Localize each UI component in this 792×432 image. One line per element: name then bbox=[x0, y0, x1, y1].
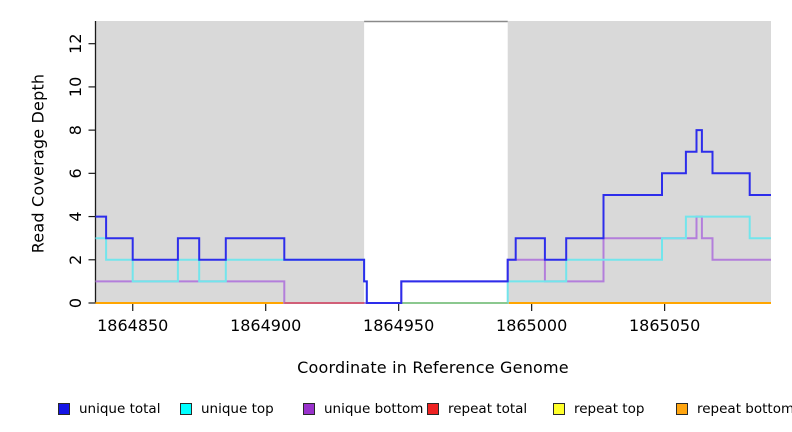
legend-label: unique total bbox=[79, 401, 161, 417]
legend: unique total unique top unique bottom repea… bbox=[0, 398, 792, 422]
y-tick-label: 12 bbox=[66, 34, 85, 54]
legend-swatch-icon bbox=[180, 403, 192, 415]
shaded-region-masked-right bbox=[507, 21, 771, 303]
legend-swatch-icon bbox=[553, 403, 565, 415]
legend-swatch-icon bbox=[427, 403, 439, 415]
y-tick-label: 4 bbox=[66, 211, 85, 221]
legend-label: repeat bottom bbox=[697, 401, 792, 417]
y-tick-label: 8 bbox=[66, 125, 85, 135]
legend-item-unique-top: unique top bbox=[180, 398, 274, 420]
x-tick-label: 1865000 bbox=[496, 316, 567, 335]
y-tick-label: 6 bbox=[66, 168, 85, 178]
legend-swatch-icon bbox=[303, 403, 315, 415]
x-tick-label: 1864950 bbox=[363, 316, 434, 335]
x-tick-label: 1865050 bbox=[629, 316, 700, 335]
legend-item-repeat-total: repeat total bbox=[427, 398, 527, 420]
legend-label: unique top bbox=[201, 401, 274, 417]
y-tick-label: 2 bbox=[66, 255, 85, 265]
shaded-region-masked-left bbox=[95, 21, 365, 303]
x-axis-title: Coordinate in Reference Genome bbox=[297, 358, 569, 377]
legend-label: repeat top bbox=[574, 401, 645, 417]
legend-item-repeat-top: repeat top bbox=[553, 398, 644, 420]
x-tick-label: 1864850 bbox=[97, 316, 168, 335]
legend-label: repeat total bbox=[448, 401, 528, 417]
y-tick-label: 0 bbox=[66, 298, 85, 308]
legend-swatch-icon bbox=[676, 403, 688, 415]
legend-item-unique-bottom: unique bottom bbox=[303, 398, 423, 420]
legend-item-repeat-bottom: repeat bottom bbox=[676, 398, 792, 420]
series-line-unique-total bbox=[95, 129, 771, 304]
y-axis-title: Read Coverage Depth bbox=[28, 73, 48, 254]
legend-item-unique-total: unique total bbox=[58, 398, 160, 420]
y-tick-label: 10 bbox=[66, 77, 85, 97]
x-tick-label: 1864900 bbox=[230, 316, 301, 335]
legend-swatch-icon bbox=[58, 403, 70, 415]
legend-label: unique bottom bbox=[324, 401, 424, 417]
